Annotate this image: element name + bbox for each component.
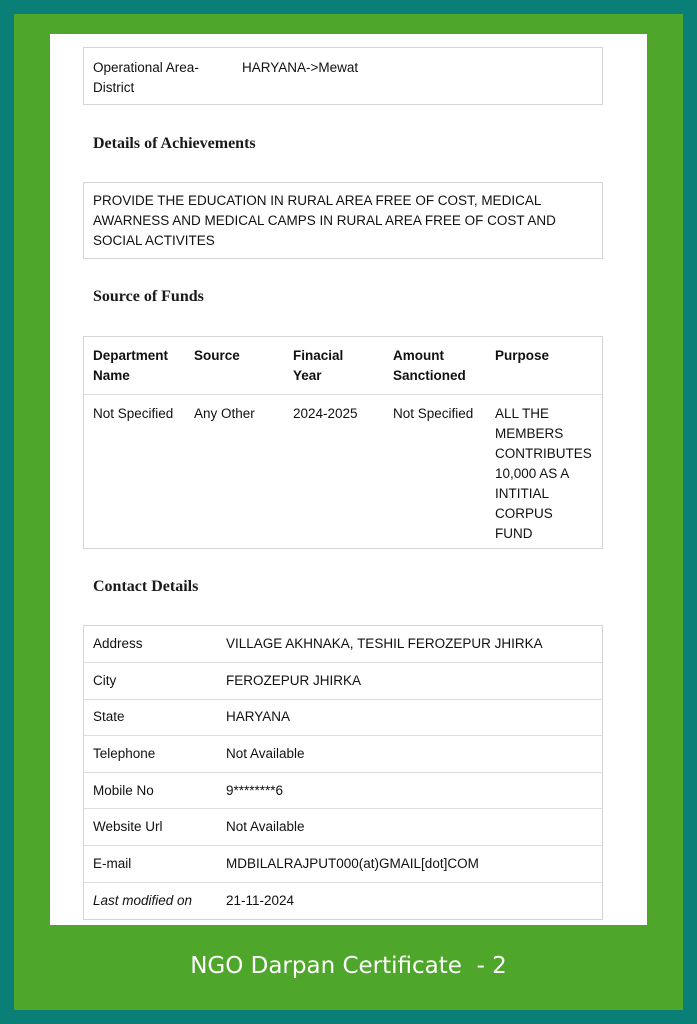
website-value: Not Available — [217, 808, 602, 847]
telephone-value: Not Available — [217, 735, 602, 773]
table-row: Mobile No 9********6 — [84, 772, 602, 810]
contact-table: Address VILLAGE AKHNAKA, TESHIL FEROZEPUR… — [83, 625, 603, 920]
table-row: Not Specified Any Other 2024-2025 Not Sp… — [84, 394, 602, 553]
col-department: Department Name — [84, 337, 185, 395]
caption: NGO Darpan Certificate - 2 — [190, 953, 507, 979]
table-row: E-mail MDBILALRAJPUT000(at)GMAIL[dot]COM — [84, 845, 602, 883]
telephone-label: Telephone — [84, 735, 217, 773]
table-row: State HARYANA — [84, 699, 602, 737]
table-row: Address VILLAGE AKHNAKA, TESHIL FEROZEPUR… — [84, 626, 602, 664]
operational-area-box: Operational Area-District HARYANA->Mewat — [83, 47, 603, 105]
cell-amount: Not Specified — [393, 405, 474, 421]
address-value: VILLAGE AKHNAKA, TESHIL FEROZEPUR JHIRKA — [217, 626, 602, 664]
funds-heading: Source of Funds — [93, 288, 204, 305]
website-label: Website Url — [84, 808, 217, 847]
col-source: Source — [185, 337, 284, 395]
operational-area-label: Operational Area-District — [93, 60, 199, 95]
email-label: E-mail — [84, 845, 217, 883]
cell-year: 2024-2025 — [293, 405, 358, 421]
email-value: MDBILALRAJPUT000(at)GMAIL[dot]COM — [217, 845, 602, 883]
col-purpose: Purpose — [486, 337, 602, 395]
address-label: Address — [84, 626, 217, 664]
contact-heading: Contact Details — [93, 578, 199, 595]
last-modified-label: Last modified on — [93, 892, 193, 908]
last-modified-value: 21-11-2024 — [226, 892, 295, 908]
table-row: Website Url Not Available — [84, 808, 602, 847]
funds-header-row: Department Name Source Finacial Year Amo… — [84, 337, 602, 395]
achievements-text: PROVIDE THE EDUCATION IN RURAL AREA FREE… — [83, 182, 603, 259]
cell-department: Not Specified — [93, 405, 174, 421]
table-row: City FEROZEPUR JHIRKA — [84, 662, 602, 700]
operational-area-value: HARYANA->Mewat — [242, 60, 359, 75]
col-amount: Amount Sanctioned — [384, 337, 486, 395]
achievements-heading: Details of Achievements — [93, 135, 256, 152]
city-value: FEROZEPUR JHIRKA — [217, 662, 602, 700]
mobile-label: Mobile No — [84, 772, 217, 810]
mobile-value: 9********6 — [217, 772, 602, 810]
cell-purpose: ALL THE MEMBERS CONTRIBUTES 10,000 AS A … — [495, 405, 592, 541]
table-row: Telephone Not Available — [84, 735, 602, 773]
table-row: Last modified on 21-11-2024 — [84, 882, 602, 919]
state-value: HARYANA — [217, 699, 602, 737]
col-year: Finacial Year — [284, 337, 384, 395]
cell-source: Any Other — [194, 405, 255, 421]
state-label: State — [84, 699, 217, 737]
city-label: City — [84, 662, 217, 700]
certificate-page: Operational Area-District HARYANA->Mewat… — [50, 34, 647, 925]
funds-table: Department Name Source Finacial Year Amo… — [83, 336, 603, 549]
